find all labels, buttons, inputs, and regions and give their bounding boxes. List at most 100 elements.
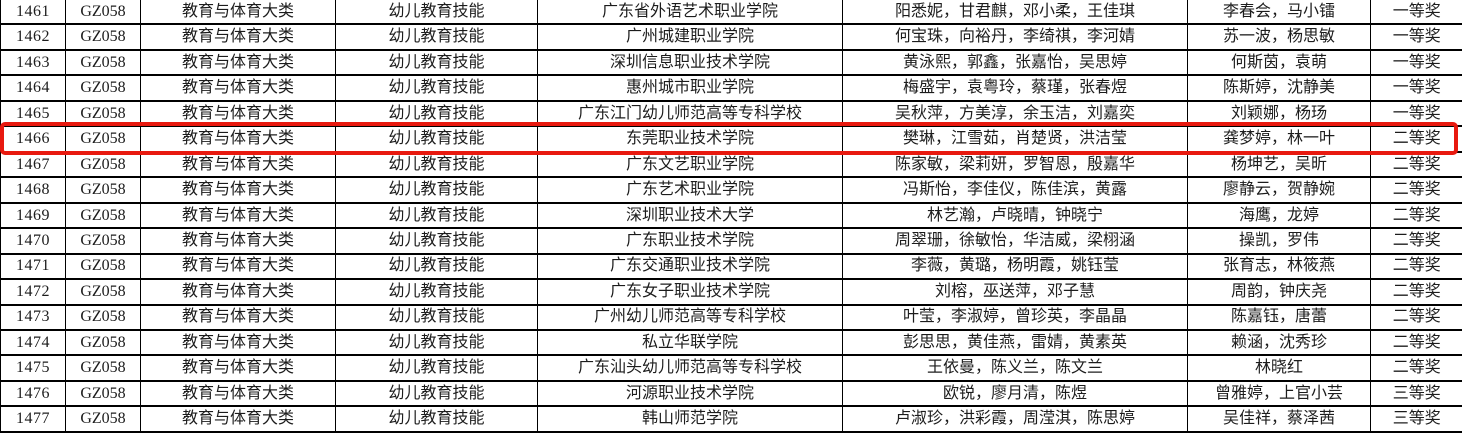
cell-award: 三等奖 [1370,405,1462,433]
cell-award: 二等奖 [1370,176,1462,204]
cell-event-name: 幼儿教育技能 [335,150,538,179]
cell-row-number: 1466 [0,125,66,153]
cell-teachers: 吴佳祥，蔡泽茜 [1187,405,1371,433]
cell-award: 三等奖 [1370,379,1462,408]
cell-school: 广东汕头幼儿师范高等专科学校 [537,354,843,382]
cell-teachers: 赖涵，沈秀珍 [1187,328,1371,357]
cell-event-name: 幼儿教育技能 [335,48,538,77]
cell-school: 惠州城市职业学院 [537,74,843,102]
cell-award: 二等奖 [1370,150,1462,179]
table-row: 1462 GZ058 教育与体育大类 幼儿教育技能 广州城建职业学院 何宝珠，向… [0,23,1462,51]
cell-category: 教育与体育大类 [140,201,336,230]
cell-event-name: 幼儿教育技能 [335,201,538,230]
cell-event-code: GZ058 [65,354,141,382]
table-row-highlighted: 1466 GZ058 教育与体育大类 幼儿教育技能 东莞职业技术学院 樊琳，江雪… [0,125,1462,153]
cell-category: 教育与体育大类 [140,379,336,408]
cell-row-number: 1462 [0,23,66,51]
table-row: 1471 GZ058 教育与体育大类 幼儿教育技能 广东交通职业技术学院 李薇，… [0,252,1462,281]
cell-award: 二等奖 [1370,252,1462,281]
cell-event-code: GZ058 [65,74,141,102]
cell-students: 何宝珠，向裕丹，李绮祺，李河婧 [842,23,1188,51]
cell-event-name: 幼儿教育技能 [335,74,538,102]
table-row: 1475 GZ058 教育与体育大类 幼儿教育技能 广东汕头幼儿师范高等专科学校… [0,354,1462,382]
table-row: 1468 GZ058 教育与体育大类 幼儿教育技能 广东艺术职业学院 冯斯怡，李… [0,176,1462,204]
cell-award: 二等奖 [1370,201,1462,230]
cell-row-number: 1473 [0,303,66,332]
cell-event-name: 幼儿教育技能 [335,0,538,26]
cell-teachers: 苏一波，杨思敏 [1187,23,1371,51]
cell-students: 刘榕，巫送萍，邓子慧 [842,277,1188,306]
cell-school: 广东省外语艺术职业学院 [537,0,843,26]
cell-school: 广东女子职业技术学院 [537,277,843,306]
cell-row-number: 1461 [0,0,66,26]
cell-event-name: 幼儿教育技能 [335,405,538,433]
cell-school: 私立华联学院 [537,328,843,357]
cell-event-code: GZ058 [65,303,141,332]
cell-award: 一等奖 [1370,48,1462,77]
table-row: 1474 GZ058 教育与体育大类 幼儿教育技能 私立华联学院 彭思思，黄佳燕… [0,328,1462,357]
cell-students: 卢淑珍，洪彩霞，周滢淇，陈思婷 [842,405,1188,433]
cell-event-name: 幼儿教育技能 [335,328,538,357]
cell-students: 樊琳，江雪茹，肖楚贤，洪洁莹 [842,125,1188,153]
cell-event-code: GZ058 [65,23,141,51]
cell-event-code: GZ058 [65,277,141,306]
cell-students: 林艺瀚，卢晓晴，钟晓宁 [842,201,1188,230]
table-row: 1470 GZ058 教育与体育大类 幼儿教育技能 广东职业技术学院 周翠珊，徐… [0,227,1462,255]
cell-students: 阳悉妮，甘君麒，邓小柔，王佳琪 [842,0,1188,26]
cell-teachers: 操凯，罗伟 [1187,227,1371,255]
cell-award: 二等奖 [1370,354,1462,382]
cell-students: 李薇，黄璐，杨明霞，姚钰莹 [842,252,1188,281]
cell-row-number: 1475 [0,354,66,382]
cell-award: 二等奖 [1370,125,1462,153]
cell-category: 教育与体育大类 [140,23,336,51]
cell-teachers: 海鹰，龙婷 [1187,201,1371,230]
table-row: 1469 GZ058 教育与体育大类 幼儿教育技能 深圳职业技术大学 林艺瀚，卢… [0,201,1462,230]
cell-award: 二等奖 [1370,277,1462,306]
cell-event-name: 幼儿教育技能 [335,303,538,332]
cell-students: 黄泳熙，郭鑫，张嘉怡，吴思婷 [842,48,1188,77]
cell-teachers: 周韵，钟庆尧 [1187,277,1371,306]
cell-school: 深圳职业技术大学 [537,201,843,230]
cell-event-name: 幼儿教育技能 [335,176,538,204]
cell-award: 一等奖 [1370,0,1462,26]
cell-school: 广东江门幼儿师范高等专科学校 [537,99,843,128]
cell-teachers: 何斯茵，袁萌 [1187,48,1371,77]
cell-students: 王依曼，陈义兰，陈文兰 [842,354,1188,382]
cell-row-number: 1469 [0,201,66,230]
cell-school: 广东艺术职业学院 [537,176,843,204]
cell-category: 教育与体育大类 [140,227,336,255]
cell-event-code: GZ058 [65,201,141,230]
cell-category: 教育与体育大类 [140,405,336,433]
cell-event-name: 幼儿教育技能 [335,227,538,255]
table-row: 1476 GZ058 教育与体育大类 幼儿教育技能 河源职业技术学院 欧锐，廖月… [0,379,1462,408]
cell-category: 教育与体育大类 [140,48,336,77]
cell-students: 叶莹，李淑婷，曾珍英，李晶晶 [842,303,1188,332]
table-row: 1465 GZ058 教育与体育大类 幼儿教育技能 广东江门幼儿师范高等专科学校… [0,99,1462,128]
cell-students: 梅盛宇，袁粤玲，蔡瑾，张春煜 [842,74,1188,102]
cell-award: 二等奖 [1370,328,1462,357]
cell-event-code: GZ058 [65,227,141,255]
cell-row-number: 1464 [0,74,66,102]
cell-event-name: 幼儿教育技能 [335,277,538,306]
cell-event-code: GZ058 [65,405,141,433]
cell-row-number: 1470 [0,227,66,255]
cell-category: 教育与体育大类 [140,0,336,26]
cell-students: 周翠珊，徐敏怡，华洁威，梁栩涵 [842,227,1188,255]
table-row: 1463 GZ058 教育与体育大类 幼儿教育技能 深圳信息职业技术学院 黄泳熙… [0,48,1462,77]
cell-row-number: 1467 [0,150,66,179]
cell-award: 二等奖 [1370,227,1462,255]
cell-event-code: GZ058 [65,0,141,26]
cell-teachers: 廖静云，贺静婉 [1187,176,1371,204]
cell-students: 冯斯怡，李佳仪，陈佳滨，黄露 [842,176,1188,204]
cell-event-name: 幼儿教育技能 [335,125,538,153]
cell-teachers: 林晓红 [1187,354,1371,382]
cell-teachers: 曾雅婷，上官小芸 [1187,379,1371,408]
cell-event-code: GZ058 [65,328,141,357]
cell-category: 教育与体育大类 [140,176,336,204]
table-row: 1464 GZ058 教育与体育大类 幼儿教育技能 惠州城市职业学院 梅盛宇，袁… [0,74,1462,102]
cell-event-name: 幼儿教育技能 [335,23,538,51]
cell-award: 一等奖 [1370,99,1462,128]
cell-teachers: 刘颖娜，杨玚 [1187,99,1371,128]
cell-award: 二等奖 [1370,303,1462,332]
cell-students: 陈家敏，梁莉妍，罗智恩，殷嘉华 [842,150,1188,179]
